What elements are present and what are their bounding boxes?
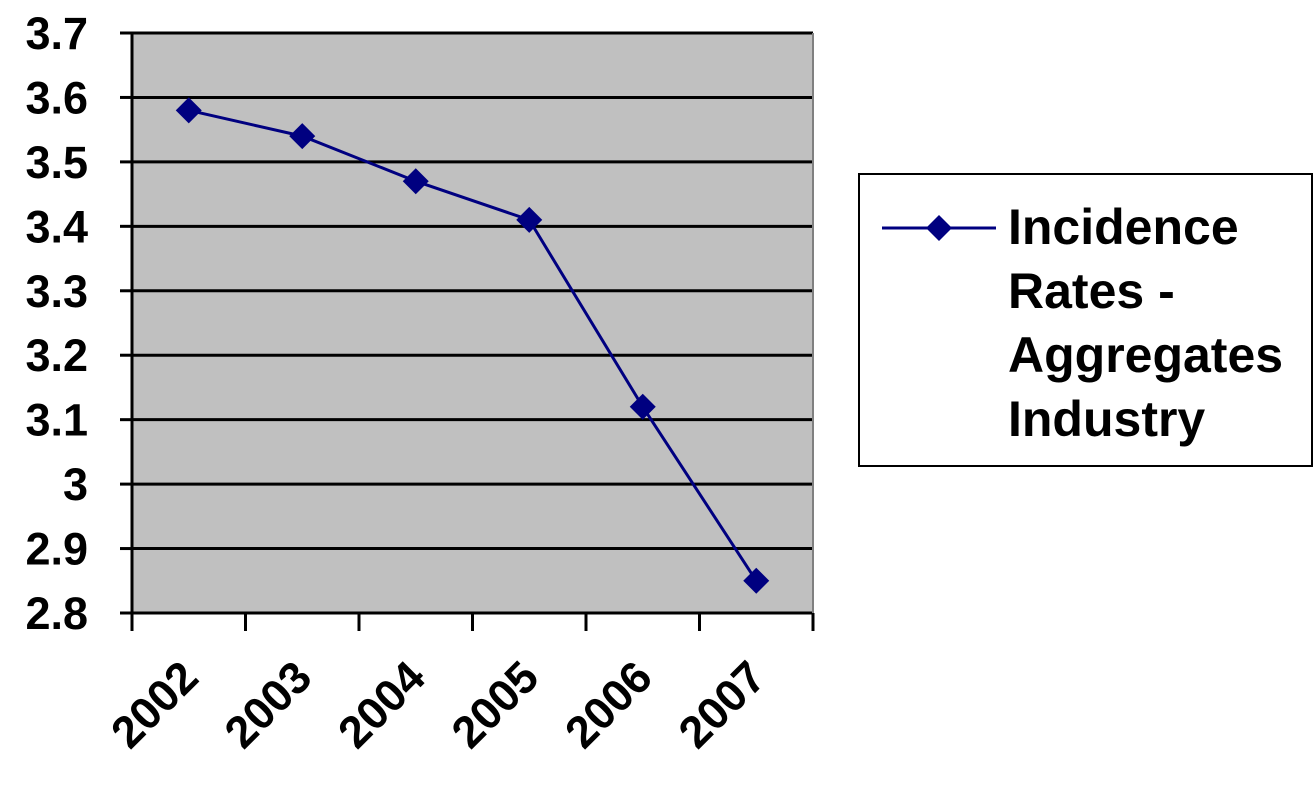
y-tick-label: 2.8 [25, 588, 88, 639]
x-tick-label: 2007 [668, 651, 775, 758]
legend-swatch [882, 215, 996, 241]
data-point [175, 97, 202, 124]
plot-area [132, 33, 813, 613]
series-group [175, 97, 770, 594]
y-tick-label: 3.7 [25, 8, 88, 59]
data-point [402, 168, 429, 195]
legend: Incidence Rates - Aggregates Industry [858, 173, 1313, 467]
y-tick-label: 3.3 [25, 266, 88, 317]
x-tick-label: 2003 [214, 651, 321, 758]
x-tick-label: 2002 [101, 651, 208, 758]
y-tick-label: 3.1 [25, 395, 88, 446]
x-tick-label: 2006 [555, 651, 662, 758]
data-point [743, 567, 770, 594]
y-ticks: 2.8 2.9 3 3.1 3.2 3.3 3.4 3.5 3.6 3.7 [25, 8, 132, 639]
y-tick-label: 3.5 [25, 137, 88, 188]
series-line [188, 108, 758, 582]
data-point [289, 123, 316, 150]
legend-label: Incidence Rates - Aggregates Industry [1008, 199, 1284, 447]
x-ticks: 2002 2003 2004 2005 2006 2007 [101, 613, 815, 758]
y-tick-label: 3.4 [25, 201, 88, 252]
y-tick-label: 3.6 [25, 72, 88, 123]
y-tick-label: 2.9 [25, 524, 88, 575]
x-tick-label: 2005 [441, 651, 548, 758]
y-tick-label: 3.2 [25, 330, 88, 381]
gridlines [132, 31, 813, 551]
data-point [629, 393, 656, 420]
x-tick-label: 2004 [328, 651, 435, 758]
y-tick-label: 3 [63, 459, 88, 510]
data-point [516, 206, 543, 233]
